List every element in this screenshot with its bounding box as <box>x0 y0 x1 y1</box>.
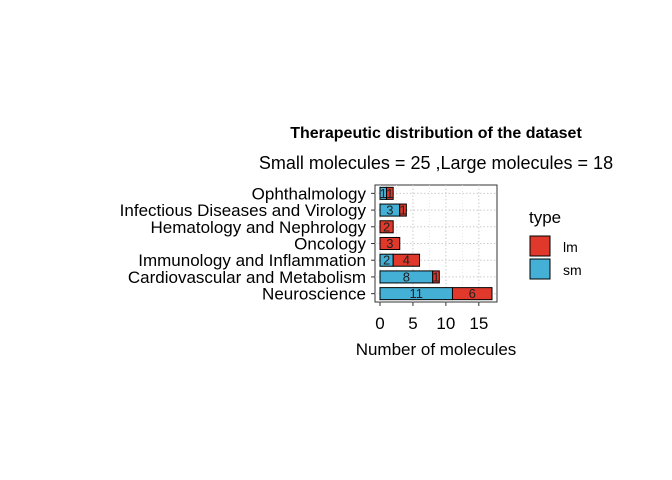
bar-lm <box>386 186 394 200</box>
category-label: Ophthalmology <box>252 184 367 203</box>
x-tick-label: 15 <box>469 314 488 333</box>
bar-value-label: 4 <box>403 253 410 268</box>
bar-value-label: 1 <box>386 186 393 201</box>
bar-lm <box>379 220 394 234</box>
legend: type lm sm <box>529 208 582 280</box>
bar-value-label: 3 <box>386 203 393 218</box>
bar-lm <box>392 253 421 267</box>
bar-lm <box>399 203 407 217</box>
bar-lm <box>379 236 401 251</box>
category-label: Immunology and Inflammation <box>138 251 366 270</box>
legend-label-lm: lm <box>563 239 578 255</box>
bar-value-label: 1 <box>432 269 439 284</box>
bar-value-label: 1 <box>399 203 406 218</box>
bar-value-label: 2 <box>383 253 390 268</box>
bar-value-label: 2 <box>383 219 390 234</box>
bar-lm <box>432 270 440 284</box>
category-label: Hematology and Nephrology <box>151 218 367 237</box>
bar-value-label: 11 <box>409 286 423 301</box>
category-label: Cardiovascular and Metabolism <box>128 268 366 287</box>
bar-value-label: 8 <box>403 269 410 284</box>
legend-swatch-lm <box>529 235 551 257</box>
chart-title: Therapeutic distribution of the dataset <box>290 125 582 142</box>
bar-value-label: 1 <box>380 186 387 201</box>
x-tick-label: 10 <box>436 314 455 333</box>
category-label: Infectious Diseases and Virology <box>120 201 367 220</box>
x-tick-label: 0 <box>375 314 384 333</box>
legend-swatch-sm <box>529 258 551 280</box>
legend-title: type <box>529 208 561 227</box>
x-axis-ticks: 0 5 10 15 <box>375 302 488 333</box>
bar-value-label: 6 <box>469 286 476 301</box>
category-label: Oncology <box>294 235 366 254</box>
bar-lm <box>451 287 493 301</box>
x-tick-label: 5 <box>408 314 417 333</box>
chart-subtitle: Small molecules = 25 ,Large molecules = … <box>259 153 613 173</box>
x-axis-title: Number of molecules <box>356 340 517 359</box>
legend-label-sm: sm <box>563 262 582 278</box>
category-label: Neuroscience <box>262 285 366 304</box>
bar-value-label: 3 <box>386 236 393 251</box>
